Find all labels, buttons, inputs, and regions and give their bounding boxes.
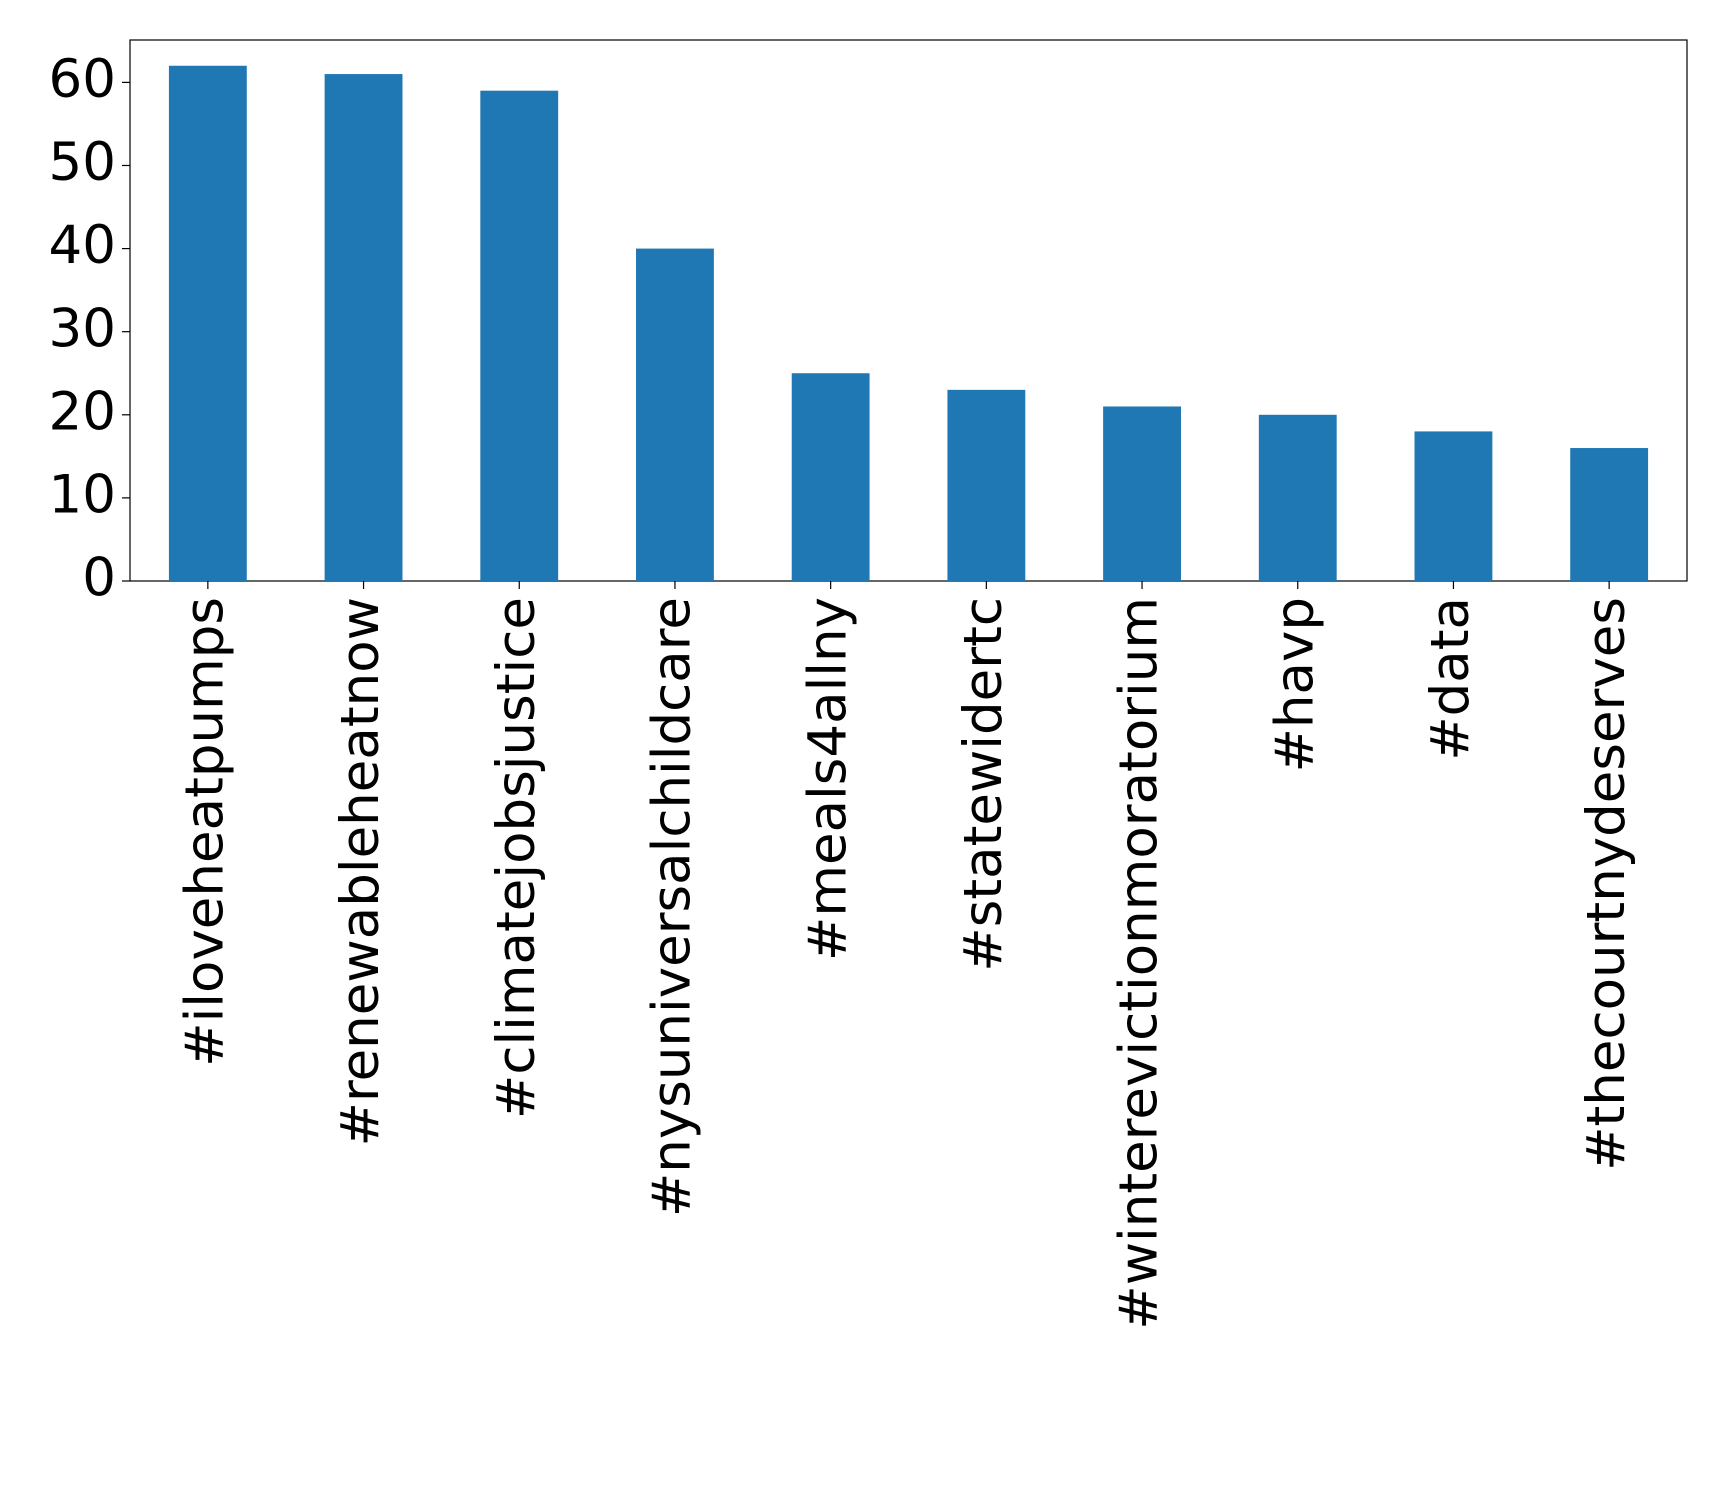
bar [1570,448,1649,581]
x-tick-label: #meals4allny [797,597,858,961]
bar [1103,406,1181,581]
bar [1414,431,1493,581]
bar [480,90,559,581]
bar [324,74,403,581]
y-tick-label: 0 [82,548,116,609]
x-tick-label: #nysuniversalchildcare [642,597,703,1217]
plot-frame [129,39,1688,582]
x-tick-label: #winterevictionmoratorium [1109,597,1170,1330]
x-tick-label: #climatejobsjustice [486,597,547,1119]
x-tick-label: #data [1420,597,1481,761]
x-tick-label: #thecourtnydeserves [1576,597,1637,1171]
y-tick-label: 50 [49,132,116,193]
bar [168,65,247,581]
bar [791,373,870,581]
bar [1258,414,1337,581]
y-tick-label: 60 [49,49,116,110]
bar [636,248,714,582]
bar [947,389,1026,581]
y-tick-label: 40 [49,215,116,276]
y-tick-label: 10 [49,465,116,526]
x-tick-label: #havp [1264,597,1325,773]
y-tick-label: 20 [49,381,116,442]
x-tick-label: #statewidertc [953,597,1014,972]
y-tick-label: 30 [49,298,116,359]
x-tick-label: #renewableheatnow [330,597,391,1146]
x-tick-label: #iloveheatpumps [174,597,235,1067]
